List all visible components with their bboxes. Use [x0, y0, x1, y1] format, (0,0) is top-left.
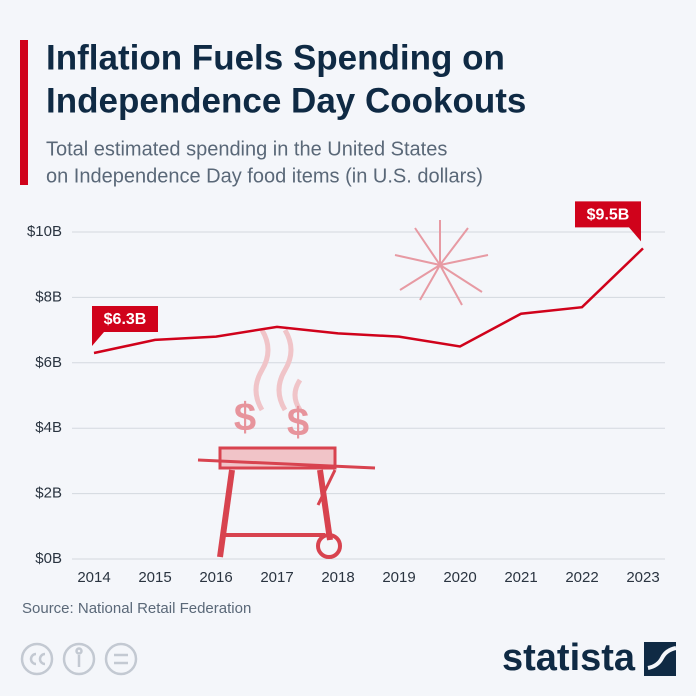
x-tick-label: 2020	[443, 569, 476, 586]
y-tick-label: $6B	[35, 354, 62, 371]
x-tick-label: 2019	[382, 569, 415, 586]
y-tick-label: $8B	[35, 288, 62, 305]
license-icons	[20, 642, 138, 676]
y-tick-label: $10B	[27, 223, 62, 240]
chart-subtitle: Total estimated spending in the United S…	[46, 138, 447, 160]
chart-title: Independence Day Cookouts	[46, 81, 526, 120]
accent-bar	[20, 40, 28, 185]
y-tick-label: $2B	[35, 485, 62, 502]
chart-title: Inflation Fuels Spending on	[46, 38, 505, 77]
value-label: $6.3B	[104, 311, 147, 328]
value-label-box	[92, 305, 158, 346]
x-tick-label: 2018	[321, 569, 354, 586]
x-tick-label: 2014	[77, 569, 110, 586]
svg-text:$: $	[234, 396, 256, 440]
x-tick-label: 2016	[199, 569, 232, 586]
decoration: $ $	[197, 220, 489, 559]
line	[93, 247, 644, 355]
x-tick-label: 2021	[504, 569, 537, 586]
x-tick-label: 2015	[138, 569, 171, 586]
source: Source: National Retail Federation	[22, 600, 251, 617]
value-label: $9.5B	[587, 207, 630, 224]
value-label-box	[575, 201, 641, 242]
brand-logo-mark	[647, 646, 677, 670]
y-tick-label: $0B	[35, 550, 62, 567]
x-tick-label: 2022	[565, 569, 598, 586]
svg-text:$: $	[287, 401, 309, 445]
chart-subtitle: on Independence Day food items (in U.S. …	[46, 165, 483, 187]
x-tick-label: 2017	[260, 569, 293, 586]
x-tick-label: 2023	[626, 569, 659, 586]
brand: statista	[502, 637, 636, 679]
y-tick-label: $4B	[35, 419, 62, 436]
